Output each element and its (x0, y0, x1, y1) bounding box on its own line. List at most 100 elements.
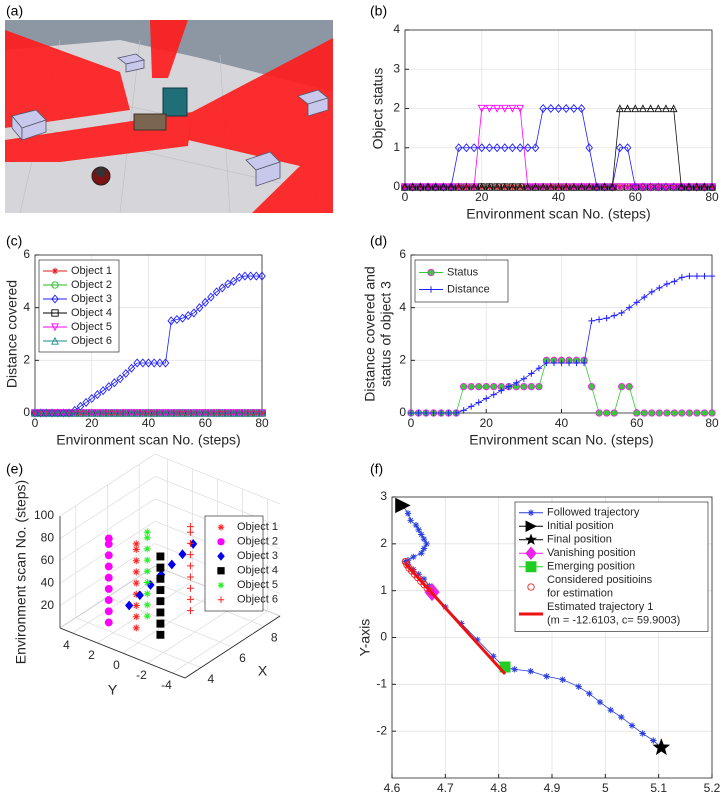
marker (70, 408, 79, 417)
y-tick-label: 0 (380, 630, 387, 644)
y-tick-label: 4 (63, 638, 70, 652)
marker (692, 182, 701, 191)
marker (420, 535, 428, 543)
marker (610, 409, 618, 417)
x-tick-label: 0 (32, 416, 39, 430)
marker (693, 272, 701, 280)
legend-label: Object 1 (71, 265, 112, 277)
marker (520, 383, 528, 391)
x-tick-label: 6 (239, 651, 246, 665)
marker (133, 408, 142, 417)
marker (422, 409, 430, 417)
marker (646, 104, 655, 113)
marker (587, 383, 596, 391)
grid-line (97, 580, 193, 644)
legend-marker (51, 294, 59, 304)
marker (608, 182, 617, 191)
x-tick-label: 20 (480, 416, 494, 430)
marker (467, 383, 475, 391)
marker (132, 557, 140, 565)
marker (474, 636, 481, 644)
marker (618, 309, 625, 317)
marker (638, 183, 647, 192)
scene-image (4, 20, 334, 214)
y-tick-label: 2 (23, 353, 30, 367)
marker (547, 103, 555, 114)
legend-label: Initial position (547, 520, 614, 532)
y-axis-label: status of object 3 (378, 281, 394, 387)
marker (127, 363, 136, 373)
series-line (405, 108, 712, 188)
marker (596, 698, 604, 706)
marker (416, 182, 425, 191)
legend-marker (527, 509, 535, 516)
legend-marker (525, 533, 537, 545)
marker (497, 383, 505, 391)
marker (678, 274, 686, 281)
panel-label: (a) (6, 3, 23, 19)
scene-object (162, 87, 188, 117)
marker (477, 104, 486, 113)
marker (516, 143, 524, 153)
marker (490, 653, 497, 660)
marker (686, 272, 693, 280)
marker (99, 408, 108, 417)
marker (500, 182, 509, 191)
grid-line (59, 498, 156, 562)
marker (132, 546, 140, 553)
marker (516, 104, 525, 113)
marker (235, 408, 244, 417)
marker (143, 601, 151, 609)
robot-sensor (96, 167, 106, 177)
marker (104, 551, 113, 560)
marker (623, 143, 632, 153)
marker (93, 408, 102, 417)
marker (539, 103, 547, 114)
y-axis-label: Distance covered (4, 280, 20, 388)
marker (143, 612, 151, 620)
x-tick-label: 60 (629, 190, 643, 204)
marker (615, 183, 624, 192)
x-axis-label: X-axis (533, 797, 572, 798)
panel-label: (b) (370, 3, 387, 19)
marker (104, 573, 113, 582)
marker (218, 283, 227, 293)
marker (31, 408, 39, 417)
marker (241, 408, 249, 417)
marker (445, 409, 452, 417)
marker (167, 559, 176, 570)
marker (418, 550, 425, 557)
marker (132, 579, 140, 587)
panel-label: (c) (6, 233, 22, 249)
y-tick-label: 2 (88, 648, 95, 662)
marker (677, 182, 686, 191)
y-axis-label: Object status (370, 68, 386, 150)
marker (678, 409, 686, 417)
marker (554, 103, 563, 114)
marker (607, 706, 614, 714)
y-axis-label: Y-axis (357, 619, 373, 657)
marker (462, 182, 471, 191)
marker (656, 284, 663, 292)
marker (178, 549, 187, 560)
marker (161, 408, 170, 417)
marker (524, 143, 532, 153)
legend-label: Object 2 (237, 536, 278, 548)
marker (156, 608, 165, 617)
legend-marker (217, 567, 225, 575)
y-axis-label: Y (108, 682, 118, 698)
marker (132, 613, 140, 621)
legend-label: Emerging position (547, 561, 635, 573)
marker (493, 143, 501, 153)
marker (475, 383, 483, 391)
marker (161, 358, 170, 368)
marker (586, 690, 593, 697)
scene-object (133, 113, 167, 131)
marker (87, 393, 96, 404)
y-tick-label: -4 (161, 678, 172, 692)
marker (565, 359, 573, 367)
marker (669, 104, 678, 113)
x-tick-label: 0 (402, 190, 409, 204)
marker (150, 408, 159, 417)
legend-box (38, 259, 120, 353)
